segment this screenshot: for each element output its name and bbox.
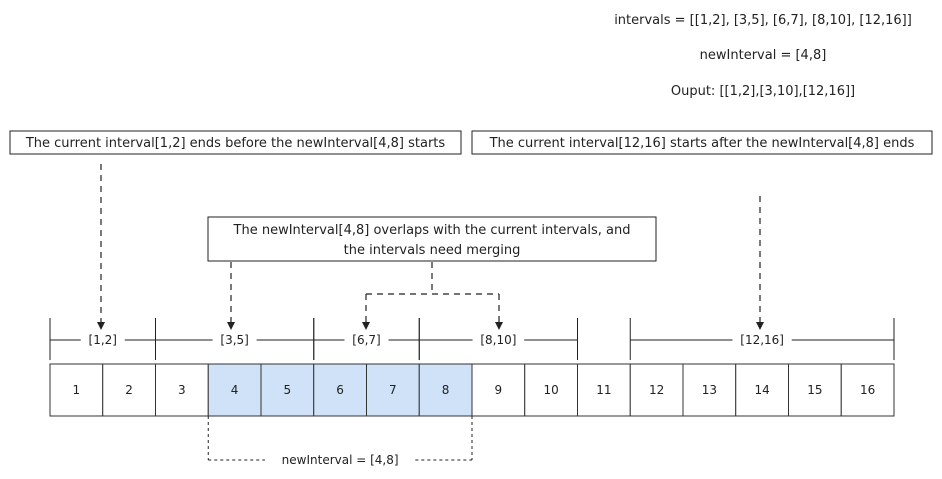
cell-box — [682, 363, 737, 417]
new-interval-line: newInterval = [4,8] — [700, 48, 827, 63]
cell-label: 8 — [442, 383, 450, 397]
cells-layer: 1 2 3 4 5 6 7 8 9 10 11 12 13 14 15 16 — [49, 363, 895, 417]
note-after-text: The current interval[12,16] starts after… — [489, 136, 915, 151]
cell-box — [102, 363, 156, 417]
cell-box — [735, 363, 789, 417]
cell: 16 — [840, 363, 895, 417]
cell-box — [840, 363, 895, 417]
note-before: The current interval[1,2] ends before th… — [9, 130, 462, 155]
cell-box-highlighted — [418, 363, 473, 417]
cell-box-highlighted — [313, 363, 367, 417]
cell-label: 13 — [702, 383, 717, 397]
note-overlap-text-line1: The newInterval[4,8] overlaps with the c… — [233, 223, 631, 238]
cell: 14 — [735, 363, 789, 417]
ranges-layer: [1,2] [3,5] [6,7] [8,10] [12,16] — [49, 318, 895, 360]
cell-label: 3 — [178, 383, 186, 397]
cell-box — [577, 363, 631, 417]
cell-label: 2 — [125, 383, 133, 397]
cell-label: 15 — [807, 383, 822, 397]
range-label: [3,5] — [220, 333, 248, 347]
cell-label: 7 — [389, 383, 397, 397]
note-after: The current interval[12,16] starts after… — [471, 130, 933, 155]
range-bracket: [3,5] — [155, 318, 315, 360]
cell-label: 10 — [543, 383, 558, 397]
cell: 9 — [471, 363, 526, 417]
cell: 4 — [207, 363, 262, 417]
cell-box — [524, 363, 578, 417]
cell: 11 — [577, 363, 631, 417]
note-after-box — [471, 130, 933, 155]
range-bracket: [6,7] — [313, 318, 420, 360]
cell-label: 9 — [495, 383, 503, 397]
note-before-text: The current interval[1,2] ends before th… — [25, 136, 446, 151]
cell-box — [629, 363, 684, 417]
range-label: [12,16] — [740, 333, 784, 347]
cell-label: 4 — [231, 383, 239, 397]
range-bracket: [1,2] — [49, 318, 156, 360]
new-interval-label: newInterval = [4,8] — [282, 453, 399, 467]
note-overlap-box — [207, 216, 657, 262]
cell: 5 — [260, 363, 315, 417]
cell-label: 16 — [860, 383, 875, 397]
connectors — [97, 164, 764, 330]
note-before-box — [9, 130, 462, 155]
cell: 1 — [49, 363, 104, 417]
cell-label: 5 — [284, 383, 292, 397]
cell: 15 — [788, 363, 842, 417]
intervals-line: intervals = [[1,2], [3,5], [6,7], [8,10]… — [614, 13, 912, 28]
cell: 6 — [313, 363, 367, 417]
output-line: Ouput: [[1,2],[3,10],[12,16]] — [671, 84, 855, 99]
cell: 8 — [418, 363, 473, 417]
cell: 2 — [102, 363, 156, 417]
cell-box — [788, 363, 842, 417]
cell-box-highlighted — [207, 363, 262, 417]
cell: 3 — [155, 363, 209, 417]
cell: 7 — [366, 363, 420, 417]
cell-label: 1 — [73, 383, 81, 397]
note-overlap: The newInterval[4,8] overlaps with the c… — [207, 216, 657, 262]
range-label: [1,2] — [89, 333, 117, 347]
new-interval-bracket: newInterval = [4,8] — [207, 416, 473, 467]
range-label: [6,7] — [352, 333, 380, 347]
cell: 12 — [629, 363, 684, 417]
range-bracket: [8,10] — [418, 318, 578, 360]
cell-label: 11 — [596, 383, 611, 397]
cell-box — [471, 363, 526, 417]
cell: 10 — [524, 363, 578, 417]
cell-label: 6 — [336, 383, 344, 397]
note-overlap-text-line2: the intervals need merging — [344, 243, 521, 258]
cell-label: 14 — [754, 383, 769, 397]
range-label: [8,10] — [480, 333, 516, 347]
cell: 13 — [682, 363, 737, 417]
cell-label: 12 — [649, 383, 664, 397]
range-bracket: [12,16] — [629, 318, 895, 360]
